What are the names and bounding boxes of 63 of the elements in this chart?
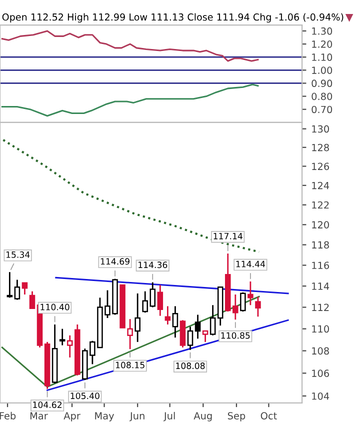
candlestick: [202, 330, 208, 343]
y-tick-label: 118: [312, 241, 329, 249]
candlestick: [240, 292, 246, 312]
y-tick-label: 126: [312, 162, 330, 170]
y-tick-label: 0.80: [312, 92, 332, 100]
annotation: 108.15: [116, 362, 144, 368]
y-tick-label: 130: [312, 125, 329, 133]
y-tick-label: 1.30: [312, 27, 332, 35]
x-tick-label: Mar: [30, 412, 48, 420]
annotation: 110.40: [40, 304, 70, 310]
x-tick-label: Aug: [194, 412, 212, 422]
candlestick: [194, 314, 201, 340]
y-tick-label: 128: [312, 144, 329, 152]
y-tick-label: 0.70: [312, 106, 332, 114]
line-series: [1, 30, 259, 62]
y-tick-label: 1.20: [312, 40, 332, 48]
annotation: 104.62: [33, 402, 62, 408]
annotation: 117.14: [214, 232, 242, 240]
y-tick-label: 112: [312, 304, 329, 311]
candlestick: [6, 271, 13, 298]
y-tick-label: 110: [312, 325, 329, 333]
candlestick: [210, 304, 216, 336]
x-tick-label: Jul: [163, 412, 175, 422]
candlestick: [29, 290, 36, 310]
annotation: 15.34: [6, 251, 30, 258]
x-tick-label: Jun: [129, 412, 144, 422]
y-tick-label: 0.90: [312, 80, 332, 88]
x-tick-label: Sep: [228, 412, 246, 422]
y-tick-label: 1.10: [312, 54, 332, 61]
annotation: 110.85: [221, 332, 250, 339]
candlestick: [248, 280, 254, 306]
candlestick: [66, 334, 73, 358]
y-tick-label: 122: [312, 201, 329, 209]
y-tick-label: 106: [312, 370, 330, 377]
annotation: 114.69: [100, 258, 130, 265]
candlestick: [157, 284, 164, 317]
line-series: [2, 138, 260, 253]
candlestick: [164, 305, 171, 326]
y-tick-label: 116: [312, 262, 330, 270]
annotation: 114.36: [138, 262, 168, 268]
candlestick: [14, 279, 20, 300]
y-tick-label: 108: [312, 347, 329, 355]
y-tick-label: 124: [312, 182, 330, 190]
candlestick: [142, 290, 148, 314]
annotation: 114.44: [236, 260, 266, 268]
candlestick: [150, 282, 156, 308]
y-tick-label: 104: [312, 392, 330, 400]
annotation: 108.08: [176, 362, 205, 370]
y-tick-label: 120: [312, 221, 329, 228]
x-tick-label: Feb: [0, 412, 16, 420]
x-tick-label: Apr: [64, 412, 80, 422]
chart-title: Open 112.52 High 112.99 Low 111.13 Close 111.94 Chg -1.06 (-0.94%): [2, 13, 344, 23]
candlestick: [187, 326, 194, 351]
candlestick: [59, 328, 66, 346]
candlestick: [172, 305, 178, 338]
candlestick: [255, 296, 261, 318]
x-tick-label: May: [95, 412, 114, 422]
line-series: [1, 84, 259, 117]
y-tick-label: 114: [312, 282, 330, 290]
y-tick-label: 1.00: [312, 66, 332, 74]
candlestick: [22, 282, 28, 296]
annotation: 105.40: [70, 392, 100, 400]
x-tick-label: Oct: [260, 412, 277, 420]
